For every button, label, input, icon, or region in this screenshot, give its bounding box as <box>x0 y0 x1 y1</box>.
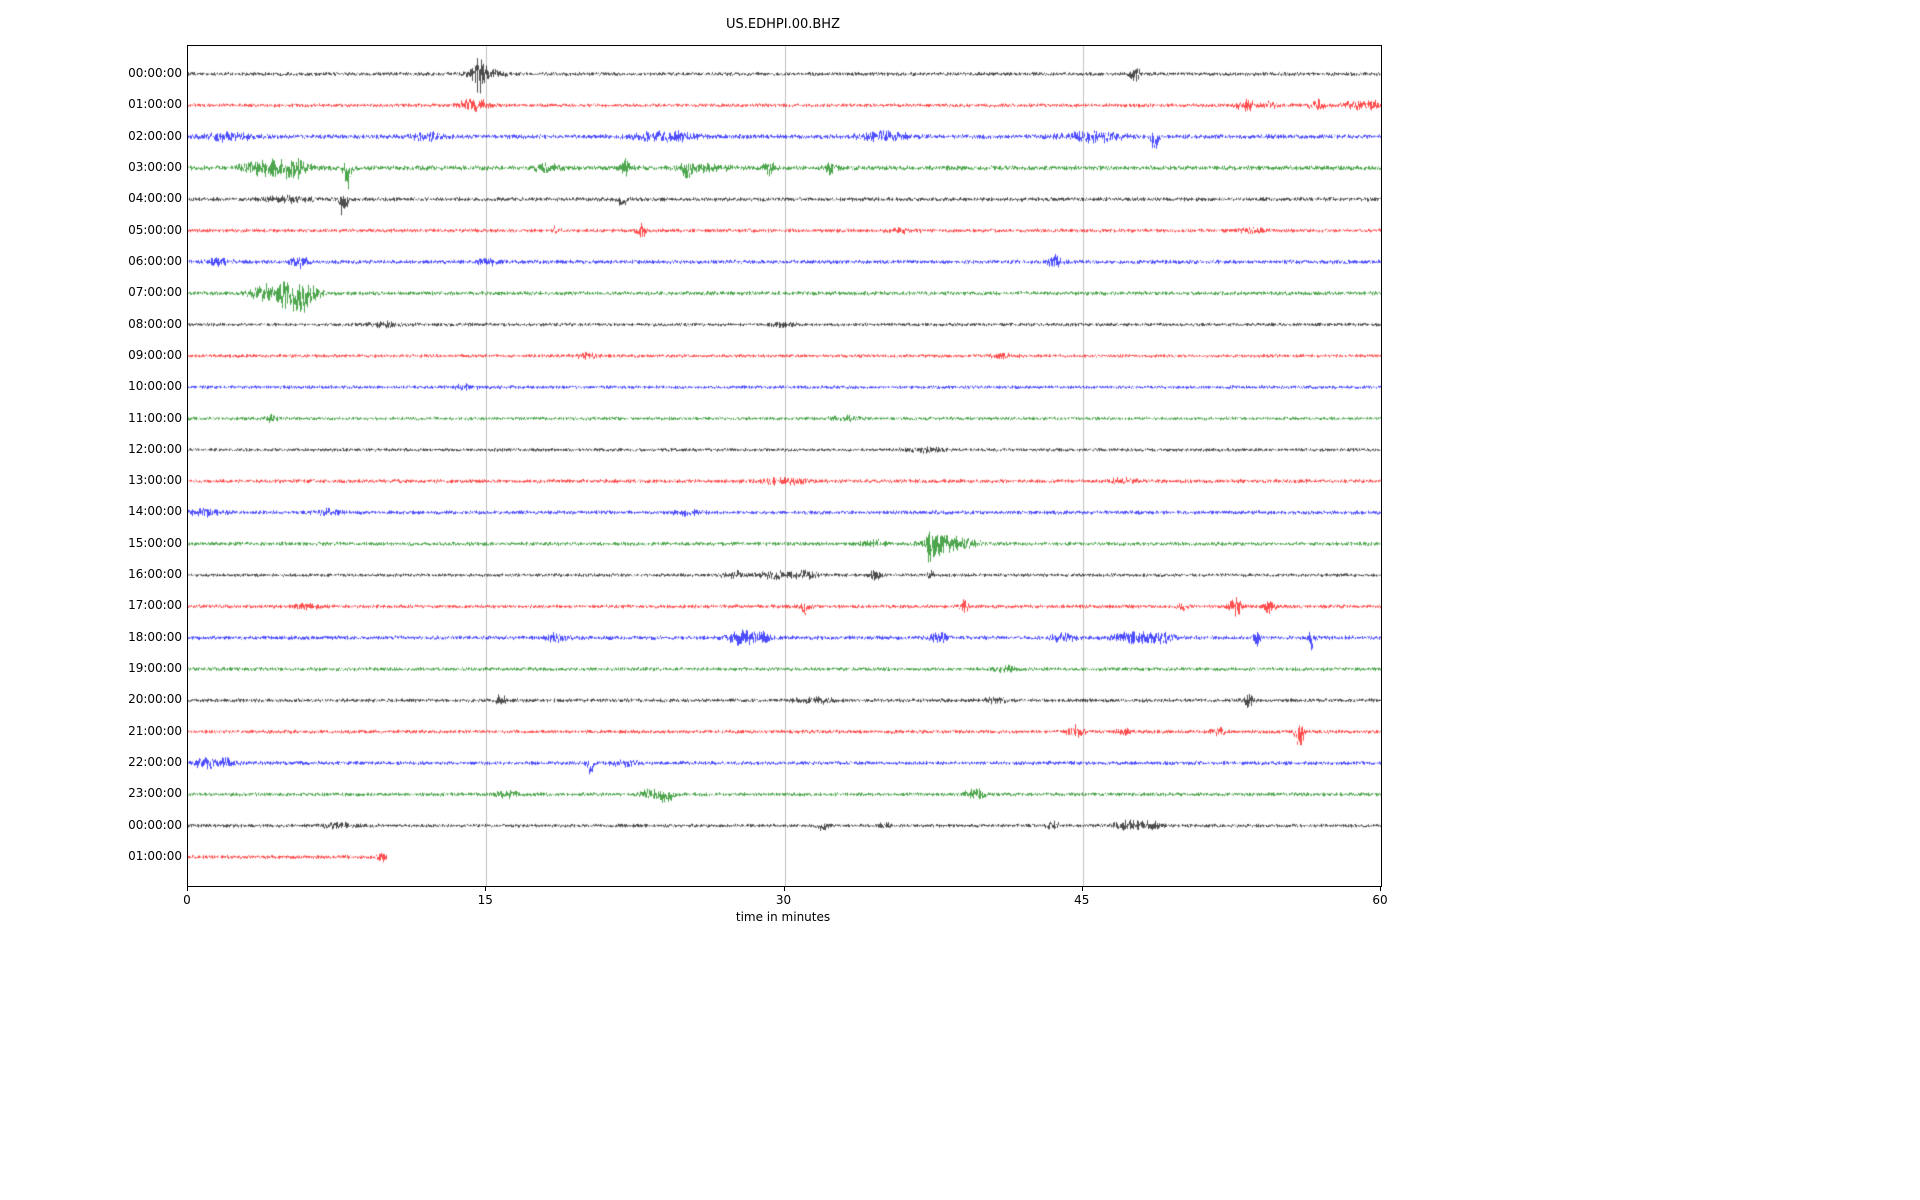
row-label: 20:00:00 <box>128 692 182 707</box>
row-label: 13:00:00 <box>128 473 182 488</box>
plot-area <box>187 45 1382 887</box>
row-label: 01:00:00 <box>128 849 182 863</box>
row-label: 23:00:00 <box>128 786 182 801</box>
x-tick-mark <box>1380 886 1381 891</box>
row-label: 00:00:00 <box>128 817 182 832</box>
row-label: 08:00:00 <box>128 316 182 331</box>
row-label: 22:00:00 <box>128 755 182 770</box>
row-label: 21:00:00 <box>128 723 182 738</box>
row-label: 18:00:00 <box>128 629 182 644</box>
row-label: 00:00:00 <box>128 66 182 80</box>
row-label: 01:00:00 <box>128 97 182 112</box>
row-label: 14:00:00 <box>128 504 182 519</box>
x-tick-mark <box>187 886 188 891</box>
row-label: 03:00:00 <box>128 159 182 174</box>
row-label: 07:00:00 <box>128 285 182 300</box>
row-label: 19:00:00 <box>128 661 182 676</box>
seismogram-canvas <box>188 46 1381 886</box>
x-axis-label: time in minutes <box>735 910 831 924</box>
row-label: 05:00:00 <box>128 222 182 237</box>
row-label: 10:00:00 <box>128 379 182 394</box>
x-tick-label: 15 <box>477 893 493 907</box>
row-label: 04:00:00 <box>128 191 182 206</box>
row-label: 06:00:00 <box>128 253 182 268</box>
x-tick-mark <box>1081 886 1083 891</box>
row-label: 11:00:00 <box>128 410 182 425</box>
row-label: 02:00:00 <box>128 128 182 143</box>
row-label: 12:00:00 <box>128 441 182 456</box>
row-label: 09:00:00 <box>128 347 182 362</box>
x-tick-label: 30 <box>775 893 792 907</box>
row-label: 17:00:00 <box>128 598 182 613</box>
x-tick-label: 60 <box>1372 893 1388 907</box>
x-tick-mark <box>783 886 785 891</box>
x-tick-mark <box>485 886 487 891</box>
x-tick-label: 0 <box>183 893 191 907</box>
chart-title: US.EDHPI.00.BHZ <box>726 17 840 32</box>
x-tick-label: 45 <box>1074 893 1090 907</box>
row-label: 15:00:00 <box>128 535 182 550</box>
row-label: 16:00:00 <box>128 567 182 582</box>
